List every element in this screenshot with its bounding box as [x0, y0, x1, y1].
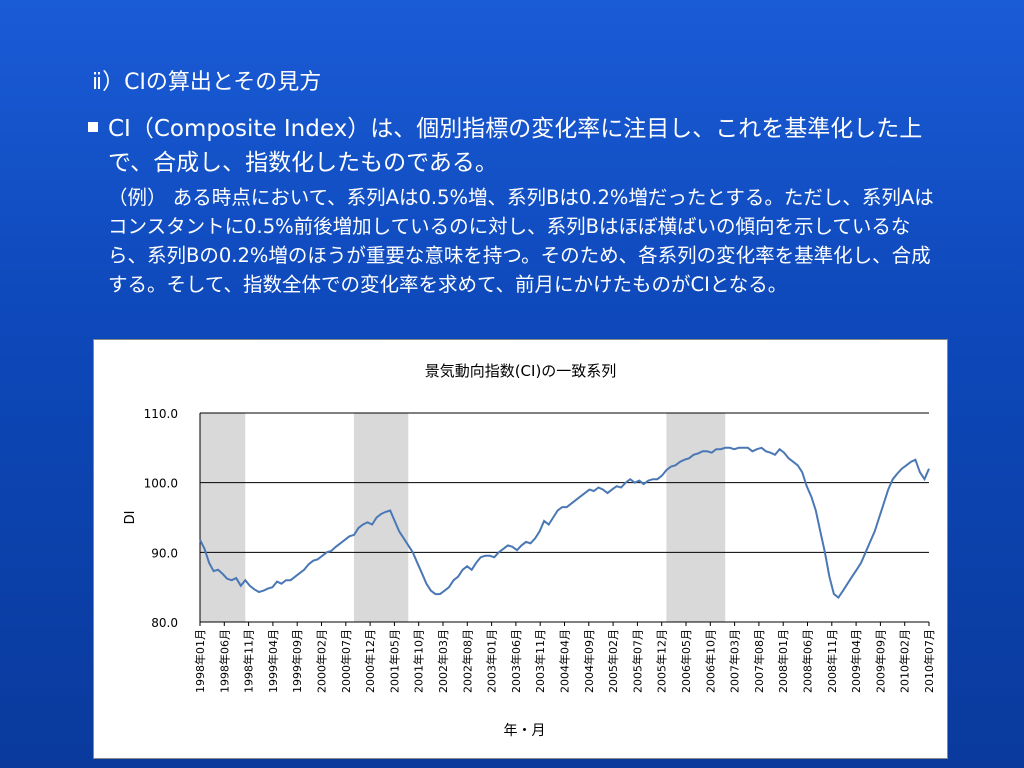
x-tick-label: 2002年03月 [436, 629, 450, 693]
y-tick-label: 110.0 [144, 407, 178, 421]
x-tick-label: 2003年11月 [533, 629, 547, 693]
x-tick-label: 1998年11月 [242, 629, 256, 693]
x-tick-label: 1999年04月 [266, 629, 280, 693]
series-line [199, 446, 930, 600]
y-tick-label: 80.0 [151, 616, 178, 630]
x-tick-label: 2010年07月 [922, 629, 936, 693]
chart-panel: 景気動向指数(CI)の一致系列 80.0 90.0 100.0 110.0 1998年0… [93, 339, 948, 759]
x-tick-label: 2007年03月 [728, 629, 742, 693]
y-tick-label: 90.0 [151, 546, 178, 560]
recession-band [200, 413, 246, 622]
x-tick-label: 2009年04月 [849, 629, 863, 693]
x-tick-label: 2010年02月 [898, 629, 912, 693]
y-tick-label: 100.0 [144, 477, 178, 491]
x-axis-title: 年・月 [504, 723, 546, 739]
x-tick-label: 2005年02月 [606, 629, 620, 693]
x-tick-label: 2001年10月 [412, 629, 426, 693]
x-tick-label: 1998年06月 [217, 629, 231, 693]
bullet-text: CI（Composite Index）は、個別指標の変化率に注目し、これを基準化… [108, 116, 923, 176]
chart-title: 景気動向指数(CI)の一致系列 [424, 362, 617, 380]
x-tick-label: 2008年06月 [801, 629, 815, 693]
x-tick-label: 2000年02月 [315, 629, 329, 693]
x-tick-label: 2002年08月 [460, 629, 474, 693]
bullet-square-icon [88, 122, 98, 132]
x-tick-label: 2008年11月 [825, 629, 839, 693]
slide-heading: ⅱ）CIの算出とその見方 [92, 70, 322, 95]
x-tick-label: 2003年06月 [509, 629, 523, 693]
x-tick-label: 2006年10月 [703, 629, 717, 693]
x-tick-label: 2008年01月 [776, 629, 790, 693]
x-tick-label: 2004年09月 [582, 629, 596, 693]
x-tick-label: 2009年09月 [873, 629, 887, 693]
x-tick-label: 2000年07月 [339, 629, 353, 693]
x-tick-label: 2003年01月 [485, 629, 499, 693]
x-tick-label: 2000年12月 [363, 629, 377, 693]
bullet-item: CI（Composite Index）は、個別指標の変化率に注目し、これを基準化… [88, 112, 938, 180]
x-tick-label: 2005年07月 [630, 629, 644, 693]
ci-line-chart: 80.0 90.0 100.0 110.0 1998年01月 1998年06月 1998年1… [123, 407, 936, 739]
recession-band [666, 413, 726, 622]
x-tick-label: 2006年05月 [679, 629, 693, 693]
x-tick-label: 2004年04月 [558, 629, 572, 693]
x-tick-label: 1998年01月 [193, 629, 207, 693]
y-axis-title: DI [123, 511, 138, 525]
x-tick-label: 2007年08月 [752, 629, 766, 693]
x-tick-label: 1999年09月 [290, 629, 304, 693]
x-tick-label: 2005年12月 [655, 629, 669, 693]
x-tick-label: 2001年05月 [387, 629, 401, 693]
recession-band [353, 413, 409, 622]
example-text: （例） ある時点において、系列Aは0.5%増、系列Bは0.2%増だったとする。た… [108, 186, 934, 296]
